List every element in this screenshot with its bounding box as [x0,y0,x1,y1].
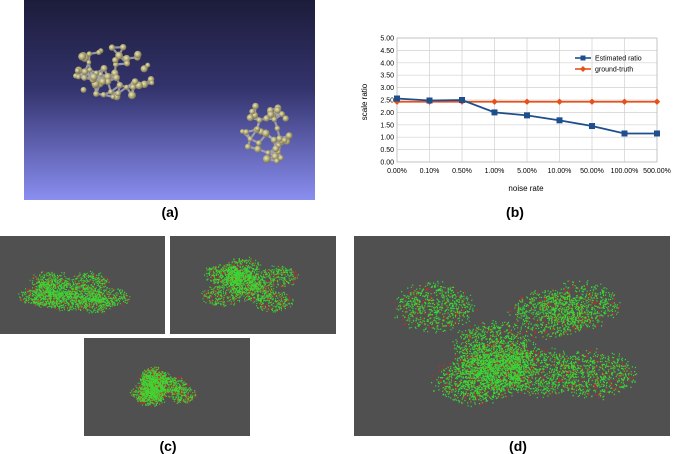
x-tick-label: 5.00% [517,168,537,175]
registered-cloud-large [393,279,638,408]
legend-label: Estimated ratio [595,56,642,63]
data-point [394,95,400,102]
y-tick-label: 5.00 [380,36,394,43]
data-point [653,98,661,105]
x-axis-label: noise rate [508,184,544,193]
caption-d: (d) [509,438,527,454]
data-point [426,97,433,104]
point-cloud-object-1 [73,43,155,101]
overlay-view-large [354,236,670,436]
data-point [621,130,628,137]
legend-marker [580,55,586,61]
caption-a: (a) [161,204,179,220]
y-tick-labels: 0.00 0.50 1.00 1.50 2.00 2.50 3.00 3.50 4.00 4.50… [380,36,394,167]
data-point [523,98,531,105]
data-point [524,112,530,119]
caption-c: (c) [159,438,177,454]
y-tick-label: 2.00 [380,110,394,117]
x-tick-label: 0.00% [387,168,407,175]
x-tick-label: 50.00% [580,168,604,175]
y-tick-label: 3.50 [380,73,394,80]
legend-marker [580,66,586,72]
data-point [588,98,596,105]
point-cloud-object-2 [239,102,293,164]
registered-cloud-3 [129,366,197,408]
data-point [589,123,595,130]
data-point [393,98,401,105]
y-tick-label: 4.00 [380,60,394,67]
overlay-view-2 [170,236,336,334]
legend: Estimated ratio ground-truth [575,55,642,74]
scale-ratio-chart: 0.00 0.50 1.00 1.50 2.00 2.50 3.00 3.50 4.00 4.50… [360,36,671,194]
x-tick-label: 0.50% [452,168,472,175]
data-point [621,98,628,105]
caption-b: (b) [506,204,524,220]
legend-label: ground-truth [595,67,633,74]
x-tick-label: 500.00% [643,168,671,175]
y-tick-label: 1.50 [380,122,394,129]
y-tick-label: 2.50 [380,98,394,105]
x-tick-label: 100.00% [611,168,639,175]
registered-cloud-1 [18,270,131,314]
data-point [459,97,465,103]
viewer-canvas [24,0,315,200]
panel-c-bottom [84,338,250,436]
panel-d-overlay [354,236,670,436]
data-point [654,130,660,137]
overlay-view-3 [84,338,250,436]
data-point [556,98,563,105]
x-tick-labels: 0.00% 0.10% 0.50% 1.00% 5.00% 10.00% 50.00% 100… [387,168,671,175]
panel-c-top-right [170,236,336,334]
series [393,95,661,137]
y-tick-label: 3.00 [380,85,394,92]
data-point [491,109,498,116]
y-tick-label: 0.00 [380,160,394,167]
data-point [491,98,498,105]
x-tick-label: 10.00% [548,168,572,175]
y-tick-label: 4.50 [380,48,394,55]
y-tick-label: 1.00 [380,135,394,142]
panel-b-chart: 0.00 0.50 1.00 1.50 2.00 2.50 3.00 3.50 4.00 4.50… [355,30,675,200]
panel-a-viewer [24,0,315,200]
x-tick-label: 0.10% [420,168,440,175]
registered-cloud-2 [201,256,299,313]
overlay-view-1 [0,236,165,334]
data-point [556,117,563,124]
y-axis-label: scale ratio [360,83,369,120]
y-tick-label: 0.50 [380,147,394,154]
panel-c-top-left [0,236,165,334]
x-tick-label: 1.00% [485,168,505,175]
